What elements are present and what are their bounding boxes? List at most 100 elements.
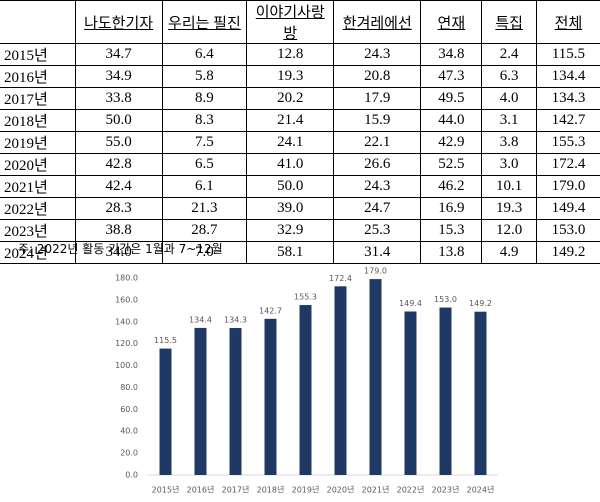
header-text: 이야기사랑방 — [255, 5, 325, 42]
table-row: 2018년 50.0 8.3 21.4 15.9 44.0 3.1 142.7 — [0, 109, 600, 132]
table-cell: 2.4 — [481, 43, 537, 66]
x-tick-label: 2017년 — [222, 485, 250, 495]
table-cell: 20.8 — [333, 65, 422, 88]
table-cell: 25.3 — [333, 219, 422, 242]
table-cell: 2019년 — [0, 131, 76, 154]
header-text: 연재 — [437, 15, 466, 32]
header-cell: 한겨레에선 — [333, 0, 422, 44]
table-cell: 34.0 — [74, 241, 163, 264]
table-cell: 8.9 — [161, 87, 248, 110]
table-cell: 44.0 — [420, 109, 483, 132]
table-cell: 4.9 — [481, 241, 537, 264]
header-text: 특집 — [495, 15, 523, 32]
table-cell: 134.4 — [535, 65, 600, 88]
table-row: 2022년 28.3 21.3 39.0 24.7 16.9 19.3 149.4 — [0, 197, 600, 220]
value-label: 149.4 — [399, 299, 422, 308]
y-tick-label: 80.0 — [120, 383, 138, 392]
header-cell: 전체 — [535, 0, 600, 44]
table-cell: 32.9 — [246, 219, 335, 242]
table-row: 2020년 42.8 6.5 41.0 26.6 52.5 3.0 172.4 — [0, 153, 600, 176]
x-tick-label: 2019년 — [292, 485, 320, 495]
table-cell: 15.3 — [420, 219, 483, 242]
table-cell: 58.1 — [246, 241, 335, 264]
table-cell: 3.1 — [481, 109, 537, 132]
y-tick-label: 160.0 — [115, 295, 138, 304]
table-row: 2023년 38.8 28.7 32.9 25.3 15.3 12.0 153.0 — [0, 219, 600, 242]
table-cell: 34.9 — [74, 65, 163, 88]
header-cell: 우리는 필진 — [161, 0, 248, 44]
table-row: 2017년 33.8 8.9 20.2 17.9 49.5 4.0 134.3 — [0, 87, 600, 110]
table-row: 2016년 34.9 5.8 19.3 20.8 47.3 6.3 134.4 — [0, 65, 600, 88]
table-cell: 42.4 — [74, 175, 163, 198]
value-label: 134.3 — [224, 316, 247, 325]
table-cell: 10.1 — [481, 175, 537, 198]
y-tick-label: 40.0 — [120, 427, 138, 436]
table-cell: 24.3 — [333, 43, 422, 66]
data-table: 나도한기자 우리는 필진 이야기사랑방 한겨레에선 연재 특집 전체 2015년 34.7 6.4… — [0, 0, 600, 264]
table-cell: 19.3 — [246, 65, 335, 88]
table-cell: 39.0 — [246, 197, 335, 220]
table-cell: 6.4 — [161, 43, 248, 66]
chart: 0.0 20.0 40.0 60.0 80.0 100.0 120.0 140.0 160.0 1… — [115, 267, 498, 495]
value-label: 134.4 — [189, 315, 212, 324]
table-cell: 6.1 — [161, 175, 248, 198]
table-cell: 42.9 — [420, 131, 483, 154]
header-text: 나도한기자 — [84, 15, 154, 32]
bar — [299, 305, 312, 475]
table-cell: 2015년 — [0, 43, 76, 66]
header-cell: 연재 — [420, 0, 483, 44]
table-cell: 28.7 — [161, 219, 248, 242]
table-cell: 6.3 — [481, 65, 537, 88]
table-cell: 33.8 — [74, 87, 163, 110]
value-label: 115.5 — [154, 336, 177, 345]
table-cell: 2024년 — [0, 241, 76, 264]
header-row: 나도한기자 우리는 필진 이야기사랑방 한겨레에선 연재 특집 전체 — [0, 0, 600, 44]
table-cell: 2020년 — [0, 153, 76, 176]
value-label: 149.2 — [469, 299, 492, 308]
table-cell: 28.3 — [74, 197, 163, 220]
table-cell: 6.5 — [161, 153, 248, 176]
table-cell: 34.7 — [74, 43, 163, 66]
value-label: 142.7 — [259, 306, 282, 315]
header-cell: 특집 — [481, 0, 537, 44]
bar — [369, 279, 382, 475]
table-cell: 55.0 — [74, 131, 163, 154]
x-tick-label: 2015년 — [152, 485, 180, 495]
bar — [334, 286, 347, 475]
value-label: 155.3 — [294, 293, 317, 302]
table-cell: 16.9 — [420, 197, 483, 220]
table-cell: 12.8 — [246, 43, 335, 66]
table-cell: 26.6 — [333, 153, 422, 176]
y-tick-label: 180.0 — [115, 274, 138, 283]
x-tick-label: 2021년 — [362, 485, 390, 495]
table-cell: 17.9 — [333, 87, 422, 110]
table-cell: 41.0 — [246, 153, 335, 176]
table-cell: 24.1 — [246, 131, 335, 154]
bar — [229, 328, 242, 475]
table-cell: 20.2 — [246, 87, 335, 110]
table-cell: 47.3 — [420, 65, 483, 88]
y-tick-label: 100.0 — [115, 361, 138, 370]
table-cell: 21.4 — [246, 109, 335, 132]
header-text: 전체 — [554, 15, 583, 32]
header-text: 우리는 필진 — [168, 15, 241, 32]
table-row: 2019년 55.0 7.5 24.1 22.1 42.9 3.8 155.3 — [0, 131, 600, 154]
x-tick-label: 2023년 — [432, 485, 460, 495]
y-tick-label: 0.0 — [125, 471, 138, 480]
table-cell: 49.5 — [420, 87, 483, 110]
table-cell: 7.5 — [161, 131, 248, 154]
table-cell: 149.4 — [535, 197, 600, 220]
table-cell: 2021년 — [0, 175, 76, 198]
value-label: 179.0 — [364, 267, 387, 276]
value-label: 172.4 — [329, 274, 352, 283]
table-cell: 21.3 — [161, 197, 248, 220]
bar — [264, 318, 277, 475]
y-tick-label: 120.0 — [115, 339, 138, 348]
y-tick-label: 140.0 — [115, 317, 138, 326]
header-cell: 나도한기자 — [74, 0, 163, 44]
x-tick-label: 2024년 — [467, 485, 495, 495]
bar — [439, 307, 452, 475]
table-cell: 172.4 — [535, 153, 600, 176]
table-cell: 142.7 — [535, 109, 600, 132]
